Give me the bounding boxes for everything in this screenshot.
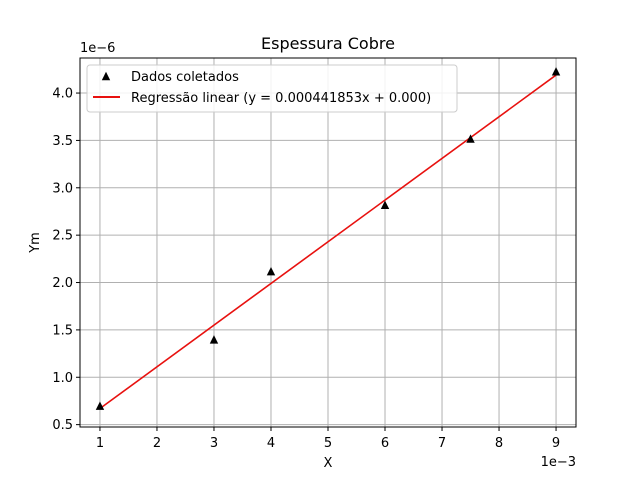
data-point	[380, 200, 390, 210]
y-tick-label: 1.0	[52, 371, 73, 386]
y-axis-offset-label: 1e−6	[80, 41, 115, 56]
y-tick-label: 1.5	[52, 323, 73, 338]
chart-title: Espessura Cobre	[261, 34, 395, 53]
data-point	[551, 67, 561, 76]
x-tick-label: 6	[381, 436, 389, 451]
x-tick-label: 7	[438, 436, 446, 451]
legend-label-scatter: Dados coletados	[131, 70, 239, 85]
x-tick-label: 2	[153, 436, 161, 451]
y-tick-label: 3.5	[52, 134, 73, 149]
y-axis-label: Ym	[28, 232, 43, 254]
legend-label-regression: Regressão linear (y = 0.000441853x + 0.0…	[131, 91, 431, 106]
x-tick-label: 3	[210, 436, 218, 451]
y-tick-label: 0.5	[52, 418, 73, 433]
legend: Dados coletados Regressão linear (y = 0.…	[86, 64, 458, 113]
y-tick-label: 3.0	[52, 181, 73, 196]
y-tick-label: 2.0	[52, 276, 73, 291]
data-point	[266, 266, 276, 276]
y-axis-ticks: 0.5 1.0 1.5 2.0 2.5 3.0 3.5 4.0	[52, 87, 80, 433]
x-axis-offset-label: 1e−3	[541, 455, 576, 470]
x-axis-label: X	[324, 456, 333, 471]
plot-series	[95, 67, 561, 410]
regression-line	[99, 74, 557, 410]
y-tick-label: 4.0	[52, 87, 73, 102]
legend-box	[86, 64, 458, 113]
data-point	[209, 335, 219, 344]
y-tick-label: 2.5	[52, 229, 73, 244]
legend-marker-triangle	[101, 71, 111, 81]
x-tick-label: 4	[267, 436, 275, 451]
x-tick-label: 9	[552, 436, 560, 451]
x-tick-label: 8	[495, 436, 503, 451]
x-tick-label: 5	[324, 436, 332, 451]
x-tick-label: 1	[96, 436, 104, 451]
data-point	[466, 134, 475, 143]
data-point	[95, 401, 105, 410]
x-axis-ticks: 1 2 3 4 5 6 7 8 9	[96, 427, 560, 451]
grid	[80, 58, 576, 427]
